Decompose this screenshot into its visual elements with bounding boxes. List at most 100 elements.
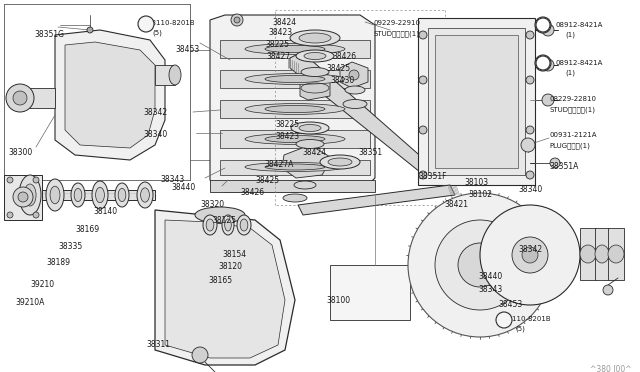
Text: 38125: 38125	[212, 216, 236, 225]
Ellipse shape	[301, 67, 329, 77]
Ellipse shape	[343, 99, 367, 109]
Text: 38453: 38453	[498, 300, 522, 309]
Polygon shape	[435, 35, 518, 168]
Polygon shape	[300, 76, 330, 100]
Ellipse shape	[225, 219, 231, 231]
Ellipse shape	[595, 245, 609, 263]
Ellipse shape	[237, 215, 251, 235]
Polygon shape	[210, 15, 375, 192]
Ellipse shape	[141, 188, 149, 202]
Text: 38342: 38342	[143, 108, 167, 117]
Ellipse shape	[265, 135, 325, 142]
Ellipse shape	[299, 125, 321, 131]
Text: 38189: 38189	[46, 258, 70, 267]
Text: 38335: 38335	[58, 242, 83, 251]
Text: 38140: 38140	[93, 207, 117, 216]
Circle shape	[603, 285, 613, 295]
Polygon shape	[220, 40, 370, 58]
Circle shape	[18, 192, 28, 202]
Polygon shape	[220, 130, 370, 148]
Text: 09229-22910: 09229-22910	[374, 20, 421, 26]
Text: N: N	[540, 20, 547, 29]
Circle shape	[419, 76, 427, 84]
Ellipse shape	[291, 122, 329, 134]
Text: 38425: 38425	[326, 64, 350, 73]
Text: (5): (5)	[152, 30, 162, 36]
Text: 38351F: 38351F	[418, 172, 447, 181]
Text: 38320: 38320	[200, 200, 224, 209]
Ellipse shape	[50, 186, 60, 204]
Text: B: B	[143, 19, 149, 29]
Ellipse shape	[169, 65, 181, 85]
Ellipse shape	[296, 50, 334, 62]
Circle shape	[7, 212, 13, 218]
Polygon shape	[418, 18, 535, 185]
Ellipse shape	[265, 105, 325, 113]
Text: 08110-8201B: 08110-8201B	[504, 316, 552, 322]
Text: 39210A: 39210A	[15, 298, 44, 307]
Circle shape	[419, 31, 427, 39]
Text: 38120: 38120	[218, 262, 242, 271]
Text: 38103: 38103	[464, 178, 488, 187]
Circle shape	[458, 243, 502, 287]
Ellipse shape	[608, 245, 624, 263]
Circle shape	[536, 56, 550, 70]
Ellipse shape	[265, 45, 325, 52]
Ellipse shape	[328, 158, 352, 166]
Ellipse shape	[296, 140, 324, 148]
Circle shape	[435, 220, 525, 310]
Text: 08229-22810: 08229-22810	[549, 96, 596, 102]
Circle shape	[535, 55, 551, 71]
Ellipse shape	[265, 76, 325, 83]
Text: 38225: 38225	[265, 40, 289, 49]
Polygon shape	[4, 175, 42, 220]
Circle shape	[521, 138, 535, 152]
Ellipse shape	[118, 188, 126, 202]
Polygon shape	[155, 210, 295, 365]
Circle shape	[526, 171, 534, 179]
Ellipse shape	[580, 245, 596, 263]
Text: N: N	[540, 20, 547, 29]
Text: 38425: 38425	[255, 176, 279, 185]
Text: 38427A: 38427A	[264, 160, 293, 169]
Ellipse shape	[203, 215, 217, 235]
Text: 38351A: 38351A	[549, 162, 579, 171]
Circle shape	[419, 126, 427, 134]
Polygon shape	[580, 228, 596, 280]
Text: 38343: 38343	[478, 285, 502, 294]
Text: ^380 l00^: ^380 l00^	[590, 365, 632, 372]
Circle shape	[526, 76, 534, 84]
Polygon shape	[165, 220, 285, 358]
Circle shape	[13, 91, 27, 105]
Polygon shape	[220, 70, 370, 88]
Text: 38440: 38440	[478, 272, 502, 281]
Text: 39210: 39210	[30, 280, 54, 289]
Ellipse shape	[290, 30, 340, 46]
Text: B: B	[501, 315, 507, 324]
Text: STUDスタッド(1): STUDスタッド(1)	[549, 106, 595, 113]
Ellipse shape	[71, 183, 85, 207]
Ellipse shape	[245, 163, 345, 171]
Circle shape	[419, 171, 427, 179]
Circle shape	[480, 205, 580, 305]
Text: 08912-8421A: 08912-8421A	[555, 60, 602, 66]
Text: 38342: 38342	[518, 245, 542, 254]
Ellipse shape	[245, 44, 345, 54]
Ellipse shape	[195, 207, 245, 223]
Circle shape	[496, 312, 512, 328]
Ellipse shape	[24, 184, 36, 206]
Text: 38430: 38430	[330, 76, 355, 85]
Text: 38440: 38440	[171, 183, 195, 192]
Circle shape	[408, 193, 552, 337]
Text: 38311: 38311	[146, 340, 170, 349]
Circle shape	[192, 347, 208, 363]
Polygon shape	[290, 52, 450, 192]
Text: 38421: 38421	[444, 200, 468, 209]
Text: 08912-8421A: 08912-8421A	[555, 22, 602, 28]
Text: 00931-2121A: 00931-2121A	[549, 132, 596, 138]
Text: PLUGプラグ(1): PLUGプラグ(1)	[549, 142, 590, 148]
Polygon shape	[55, 30, 165, 160]
Polygon shape	[20, 88, 55, 108]
Circle shape	[138, 16, 154, 32]
Ellipse shape	[245, 134, 345, 144]
